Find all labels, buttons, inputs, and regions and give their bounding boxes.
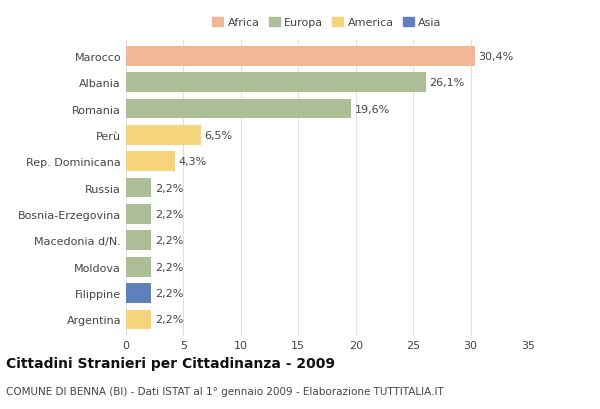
- Text: 30,4%: 30,4%: [479, 52, 514, 62]
- Bar: [126, 257, 151, 277]
- Bar: [126, 126, 200, 146]
- Bar: [126, 99, 351, 119]
- Bar: [126, 47, 475, 67]
- Bar: [126, 178, 151, 198]
- Text: 4,3%: 4,3%: [179, 157, 207, 167]
- Text: 2,2%: 2,2%: [155, 288, 183, 298]
- Bar: [126, 310, 151, 330]
- Text: 6,5%: 6,5%: [204, 130, 232, 141]
- Text: 19,6%: 19,6%: [355, 104, 390, 114]
- Bar: [126, 73, 426, 93]
- Bar: [126, 204, 151, 224]
- Text: 2,2%: 2,2%: [155, 236, 183, 246]
- Text: 26,1%: 26,1%: [429, 78, 464, 88]
- Text: COMUNE DI BENNA (BI) - Dati ISTAT al 1° gennaio 2009 - Elaborazione TUTTITALIA.I: COMUNE DI BENNA (BI) - Dati ISTAT al 1° …: [6, 387, 444, 396]
- Text: 2,2%: 2,2%: [155, 209, 183, 219]
- Bar: [126, 283, 151, 303]
- Text: Cittadini Stranieri per Cittadinanza - 2009: Cittadini Stranieri per Cittadinanza - 2…: [6, 356, 335, 370]
- Text: 2,2%: 2,2%: [155, 183, 183, 193]
- Legend: Africa, Europa, America, Asia: Africa, Europa, America, Asia: [208, 13, 446, 32]
- Bar: [126, 152, 175, 172]
- Bar: [126, 231, 151, 251]
- Text: 2,2%: 2,2%: [155, 315, 183, 325]
- Text: 2,2%: 2,2%: [155, 262, 183, 272]
